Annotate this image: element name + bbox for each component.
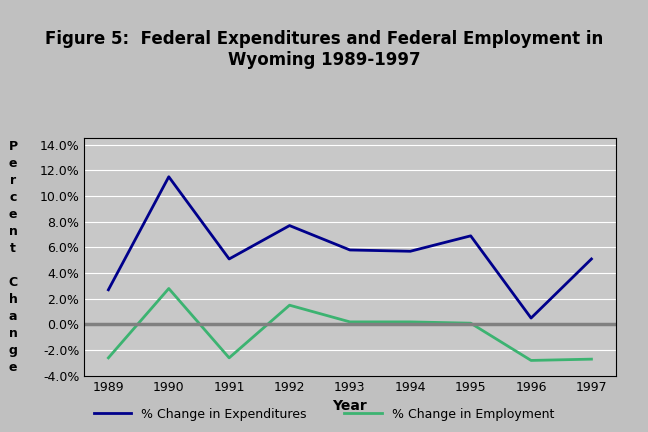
% Change in Expenditures — [588, 256, 596, 261]
% Change in Employment — [226, 355, 233, 360]
% Change in Employment — [286, 302, 294, 308]
Text: a: a — [8, 310, 17, 323]
Text: P: P — [8, 140, 17, 153]
% Change in Expenditures — [286, 223, 294, 228]
% Change in Employment — [588, 356, 596, 362]
% Change in Employment — [406, 319, 414, 324]
Text: Figure 5:  Federal Expenditures and Federal Employment in
Wyoming 1989-1997: Figure 5: Federal Expenditures and Feder… — [45, 30, 603, 69]
Text: c: c — [9, 191, 17, 204]
Text: h: h — [8, 293, 17, 306]
% Change in Employment — [527, 358, 535, 363]
Line: % Change in Expenditures: % Change in Expenditures — [108, 177, 592, 318]
Text: e: e — [8, 361, 17, 374]
% Change in Expenditures — [406, 249, 414, 254]
% Change in Employment — [346, 319, 354, 324]
Legend: % Change in Expenditures, % Change in Employment: % Change in Expenditures, % Change in Em… — [89, 403, 559, 426]
Text: C: C — [8, 276, 17, 289]
Text: t: t — [10, 242, 16, 255]
% Change in Expenditures — [226, 256, 233, 261]
% Change in Employment — [104, 355, 112, 360]
% Change in Employment — [165, 286, 172, 291]
X-axis label: Year: Year — [332, 399, 367, 413]
Text: n: n — [8, 327, 17, 340]
Text: e: e — [8, 208, 17, 221]
Text: g: g — [8, 344, 17, 357]
% Change in Expenditures — [104, 287, 112, 292]
% Change in Employment — [467, 321, 474, 326]
% Change in Expenditures — [346, 248, 354, 253]
Line: % Change in Employment: % Change in Employment — [108, 289, 592, 360]
Text: n: n — [8, 225, 17, 238]
Text: r: r — [10, 174, 16, 187]
% Change in Expenditures — [165, 174, 172, 179]
% Change in Expenditures — [527, 315, 535, 321]
% Change in Expenditures — [467, 233, 474, 238]
Text: e: e — [8, 157, 17, 170]
